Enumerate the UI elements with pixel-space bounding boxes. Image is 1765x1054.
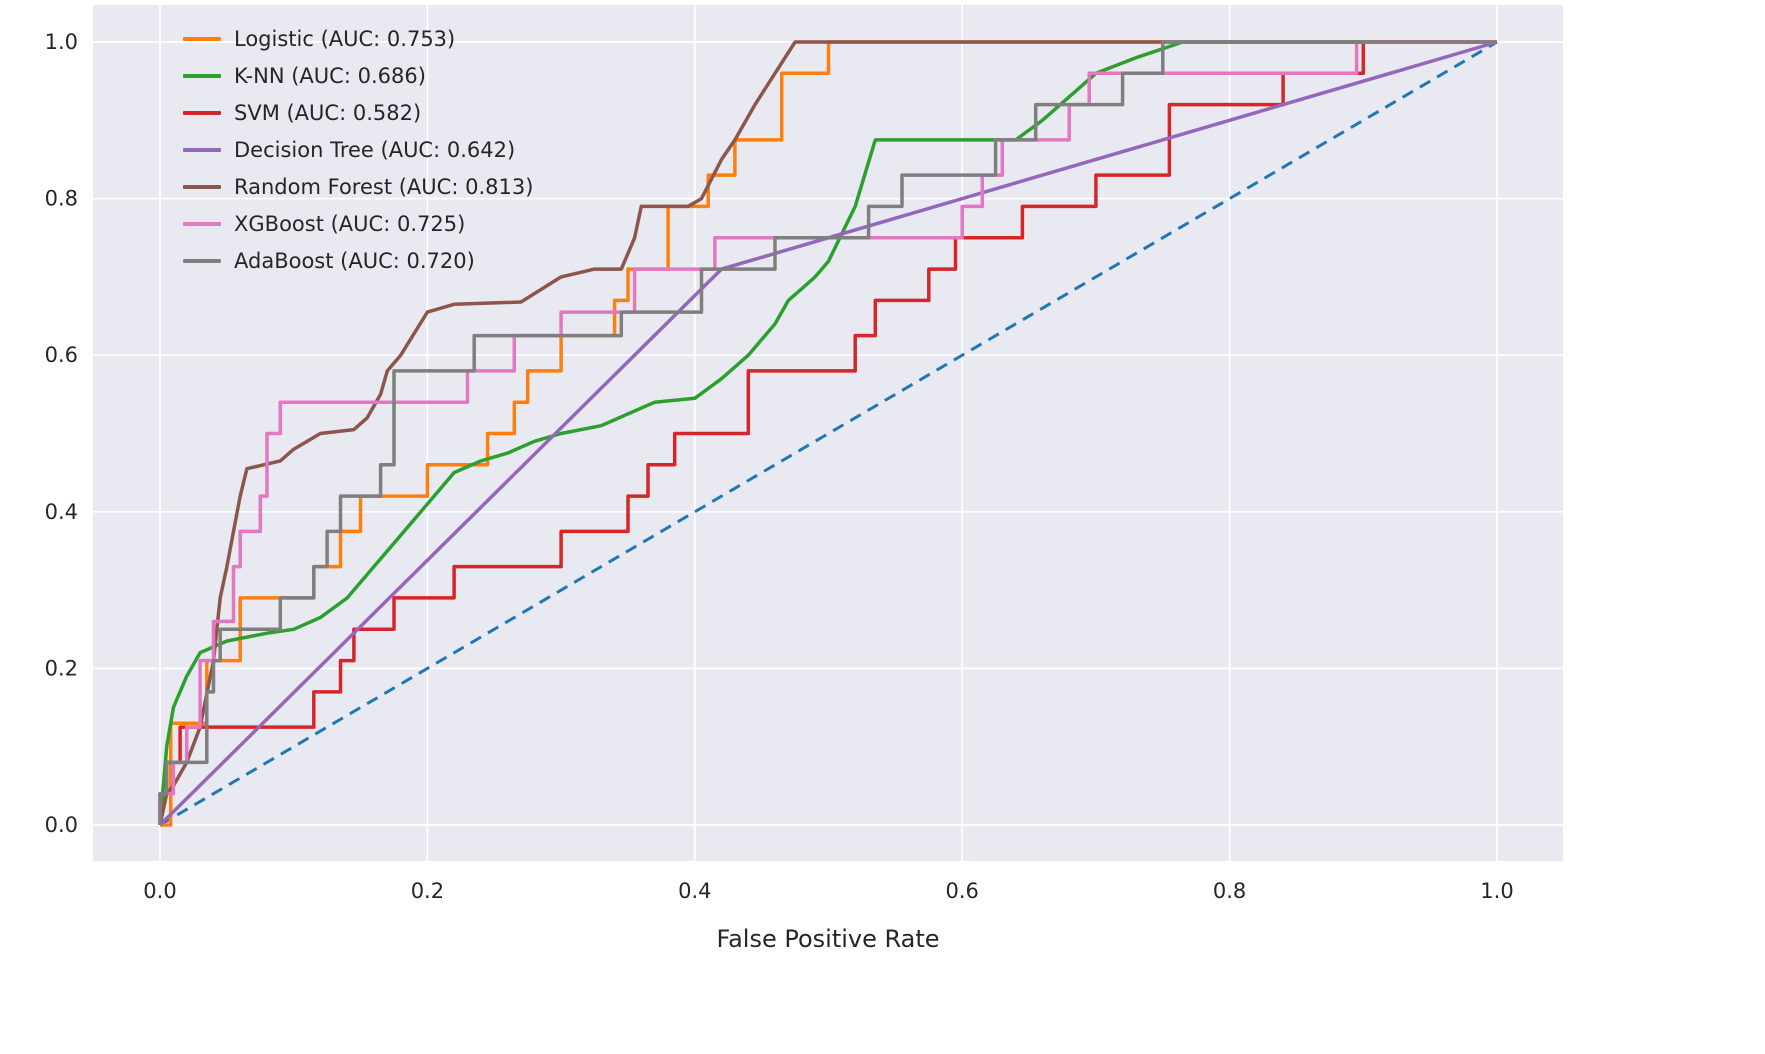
- legend-label: XGBoost (AUC: 0.725): [234, 211, 466, 236]
- legend-item-svm: SVM (AUC: 0.582): [183, 94, 533, 131]
- legend-label: Random Forest (AUC: 0.813): [234, 174, 534, 199]
- y-tick-label: 0.6: [45, 343, 78, 367]
- legend-swatch: [183, 73, 221, 78]
- legend-swatch: [183, 110, 221, 115]
- legend-label: AdaBoost (AUC: 0.720): [234, 248, 475, 273]
- x-tick-label: 0.8: [1213, 879, 1246, 903]
- legend-item-xgboost: XGBoost (AUC: 0.725): [183, 205, 533, 242]
- legend-swatch: [183, 221, 221, 226]
- legend-swatch: [183, 258, 221, 263]
- x-axis-label: False Positive Rate: [716, 925, 940, 953]
- x-tick-label: 0.2: [411, 879, 444, 903]
- x-tick-label: 1.0: [1480, 879, 1513, 903]
- legend-swatch: [183, 147, 221, 152]
- series-line-svm: [158, 40, 1497, 825]
- legend-label: SVM (AUC: 0.582): [234, 100, 422, 125]
- y-tick-label: 0.8: [45, 187, 78, 211]
- legend-item-logistic: Logistic (AUC: 0.753): [183, 20, 533, 57]
- y-tick-label: 1.0: [45, 30, 78, 54]
- y-tick-label: 0.4: [45, 500, 78, 524]
- series-line-adaboost: [158, 40, 1497, 825]
- legend-label: Logistic (AUC: 0.753): [234, 26, 456, 51]
- x-tick-label: 0.6: [945, 879, 978, 903]
- series-line-random-forest: [158, 40, 1497, 826]
- x-tick-label: 0.0: [143, 879, 176, 903]
- y-tick-label: 0.0: [45, 813, 78, 837]
- x-tick-label: 0.4: [678, 879, 711, 903]
- legend-label: K-NN (AUC: 0.686): [234, 63, 426, 88]
- legend-item-decision-tree: Decision Tree (AUC: 0.642): [183, 131, 533, 168]
- legend-item-random-forest: Random Forest (AUC: 0.813): [183, 168, 533, 205]
- series-line-logistic: [160, 40, 1497, 827]
- legend-swatch: [183, 36, 221, 41]
- legend-swatch: [183, 184, 221, 189]
- legend-item-k-nn: K-NN (AUC: 0.686): [183, 57, 533, 94]
- legend-item-adaboost: AdaBoost (AUC: 0.720): [183, 242, 533, 279]
- chance-line: [159, 40, 1498, 827]
- y-tick-label: 0.2: [45, 656, 78, 680]
- legend-label: Decision Tree (AUC: 0.642): [234, 137, 516, 162]
- legend: Logistic (AUC: 0.753) K-NN (AUC: 0.686) SV…: [183, 20, 533, 279]
